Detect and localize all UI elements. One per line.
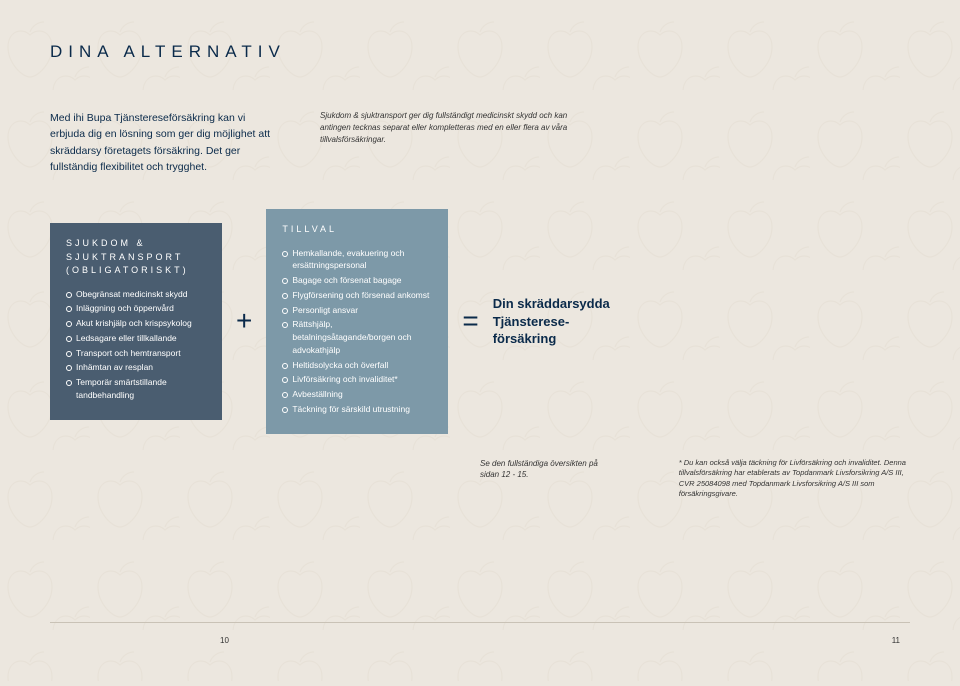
list-item: Temporär smärtstillande tandbehandling	[76, 376, 206, 402]
list-item: Heltidsolycka och överfall	[292, 359, 432, 372]
list-item: Transport och hemtransport	[76, 347, 206, 360]
list-item: Akut krishjälp och krispsykolog	[76, 317, 206, 330]
list-item: Inläggning och öppenvård	[76, 302, 206, 315]
list-item: Bagage och försenat bagage	[292, 274, 432, 287]
list-item: Hemkallande, evakuering och ersättningsp…	[292, 247, 432, 273]
page-numbers: 10 11	[0, 636, 960, 645]
formula-row: SJUKDOM & SJUKTRANSPORT (OBLIGATORISKT) …	[50, 209, 910, 434]
list-item: Avbeställning	[292, 388, 432, 401]
list-item: Ledsagare eller tillkallande	[76, 332, 206, 345]
list-item: Personligt ansvar	[292, 304, 432, 317]
footnote-disclaimer: * Du kan också välja täckning för Livför…	[679, 458, 910, 500]
bottom-rule	[50, 622, 910, 623]
equals-operator: =	[462, 305, 478, 337]
intro-left: Med ihi Bupa Tjänstereseförsäkring kan v…	[50, 110, 280, 175]
optional-list: Hemkallande, evakuering och ersättningsp…	[282, 247, 432, 416]
list-item: Obegränsat medicinskt skydd	[76, 288, 206, 301]
page-heading: DINA ALTERNATIV	[50, 42, 910, 62]
footnote-reference: Se den fullständiga översikten på sidan …	[480, 458, 619, 500]
list-item: Livförsäkring och invaliditet*	[292, 373, 432, 386]
mandatory-box: SJUKDOM & SJUKTRANSPORT (OBLIGATORISKT) …	[50, 223, 222, 420]
list-item: Inhämtan av resplan	[76, 361, 206, 374]
list-item: Flygförsening och försenad ankomst	[292, 289, 432, 302]
footnote-row: Se den fullständiga översikten på sidan …	[50, 458, 910, 500]
optional-box: TILLVAL Hemkallande, evakuering och ersä…	[266, 209, 448, 434]
page-number-right: 11	[892, 636, 900, 645]
page-number-left: 10	[220, 636, 229, 645]
list-item: Rättshjälp, betalningsåtagande/borgen oc…	[292, 318, 432, 356]
result-text: Din skräddar­sydda Tjänsterese­försäkrin…	[493, 295, 613, 348]
intro-right: Sjukdom & sjuktransport ger dig fullstän…	[320, 110, 580, 175]
intro-row: Med ihi Bupa Tjänstereseförsäkring kan v…	[50, 110, 910, 175]
optional-title: TILLVAL	[282, 223, 432, 237]
list-item: Täckning för särskild utrustning	[292, 403, 432, 416]
mandatory-list: Obegränsat medicinskt skyddInläggning oc…	[66, 288, 206, 402]
mandatory-title: SJUKDOM & SJUKTRANSPORT (OBLIGATORISKT)	[66, 237, 206, 278]
plus-operator: +	[236, 305, 252, 337]
